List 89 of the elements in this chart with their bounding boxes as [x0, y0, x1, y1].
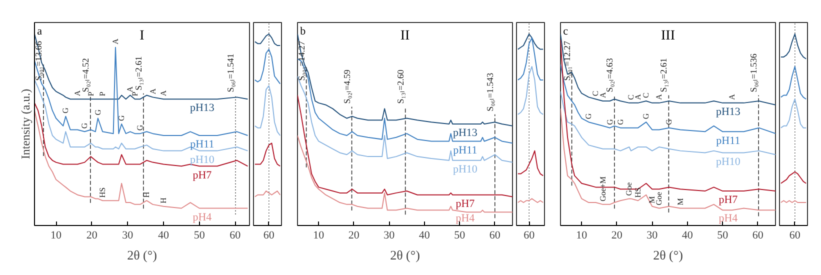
x-tick-label: 40: [418, 230, 430, 242]
x-tick-label: 10: [50, 230, 62, 242]
annotation: HS: [634, 187, 643, 198]
x-tick-label: 20: [611, 230, 623, 242]
series-label: pH7: [718, 194, 738, 206]
annotation: c: [563, 26, 568, 38]
annotation: H: [159, 197, 168, 204]
annotation: G: [61, 107, 70, 114]
annotation: A: [110, 38, 120, 44]
annotation: S₀₀₁=13.66: [33, 40, 44, 81]
series-label: pH4: [192, 211, 212, 224]
series-label: pH10: [190, 154, 215, 166]
annotation: S₀₆ₗ=1.543: [484, 72, 495, 112]
annotation: G: [117, 115, 126, 121]
annotation: A: [634, 94, 643, 100]
annotation: A: [598, 92, 608, 98]
x-tick-label: 10: [576, 230, 588, 242]
annotation: A: [159, 90, 168, 96]
annotation: HS: [98, 187, 108, 198]
x-tick-label: 30: [384, 230, 396, 242]
annotation: A: [654, 94, 664, 100]
annotation: A: [148, 88, 158, 94]
series-label: pH13: [452, 127, 478, 140]
x-tick-label: 60: [489, 230, 501, 242]
x-tick-label: 60: [230, 230, 242, 242]
x-tick-label: 30: [646, 230, 658, 242]
x-axis-title: 2θ (°): [653, 248, 683, 262]
annotation: a: [37, 26, 42, 38]
series-label: pH4: [718, 212, 738, 224]
chart-title: I: [140, 28, 145, 44]
annotation: b: [300, 26, 306, 38]
series-label: pH7: [192, 169, 212, 182]
annotation: Goe: [654, 191, 664, 206]
annotation: C: [591, 90, 600, 96]
annotation: S₀₂ₗ=4.63: [604, 58, 614, 92]
annotation: M: [676, 198, 685, 206]
annotation: G: [664, 118, 674, 125]
x-tick-label: 60: [752, 230, 764, 242]
annotation: S₁₃ₗ=2.61: [658, 58, 669, 92]
x-tick-label: 30: [122, 230, 134, 242]
annotation: G: [584, 113, 594, 120]
annotation: G: [616, 118, 625, 125]
annotation: G: [136, 124, 145, 131]
x-tick-label: 10: [313, 230, 325, 242]
annotation: P: [130, 91, 140, 96]
series-label: pH4: [456, 212, 476, 224]
annotation: S₀₂ₗ=4.52: [80, 58, 90, 92]
annotation: P: [86, 91, 96, 96]
series-label: pH11: [190, 138, 214, 151]
x-tick-label: 20: [86, 230, 98, 242]
annotation: G: [93, 109, 102, 116]
annotation: H: [142, 192, 152, 198]
series-label: pH11: [453, 144, 478, 156]
annotation: C: [626, 94, 636, 100]
x-tick-label: 40: [682, 230, 694, 242]
annotation: A: [728, 94, 737, 100]
annotation: S₀₂ₗ=4.59: [342, 69, 352, 104]
x-axis-title: 2θ (°): [127, 248, 157, 262]
y-axis-title: Intensity (a.u.): [18, 88, 32, 160]
x-axis-title: 2θ (°): [390, 248, 420, 262]
annotation: P: [98, 91, 108, 96]
series-label: pH13: [190, 102, 215, 114]
annotation: S₀₀₁=14.27: [296, 40, 306, 81]
annotation: A: [126, 86, 135, 92]
series-label: pH11: [716, 134, 740, 147]
annotation: S₀₀₁=12.27: [562, 40, 572, 81]
x-tick-label: 20: [348, 230, 360, 242]
annotation: S₀₆ₗ=1.541: [226, 54, 236, 92]
annotation: A: [73, 90, 82, 96]
chart-title: II: [400, 28, 410, 44]
annotation: Goe+M: [598, 176, 608, 202]
annotation: Goe: [624, 182, 634, 196]
annotation: G: [642, 113, 651, 120]
x-tick-label: 40: [158, 230, 170, 242]
x-tick-label: 50: [454, 230, 466, 242]
x-tick-label: 50: [194, 230, 206, 242]
series-label: pH10: [716, 156, 741, 168]
chart-title: III: [661, 28, 676, 44]
annotation: G: [80, 122, 90, 129]
annotation: M: [648, 196, 657, 204]
annotation: G: [605, 118, 614, 125]
annotation: C: [642, 92, 651, 98]
series-label: pH13: [716, 106, 741, 118]
annotation: S₁₃ₗ=2.60: [395, 69, 406, 104]
annotation: S₁₃ₗ=2.61: [133, 56, 144, 90]
series-label: pH10: [452, 164, 478, 176]
x-tick-label: 50: [717, 230, 729, 242]
series-label: pH7: [456, 198, 476, 210]
annotation: S₀₆ₗ=1.536: [748, 53, 759, 92]
